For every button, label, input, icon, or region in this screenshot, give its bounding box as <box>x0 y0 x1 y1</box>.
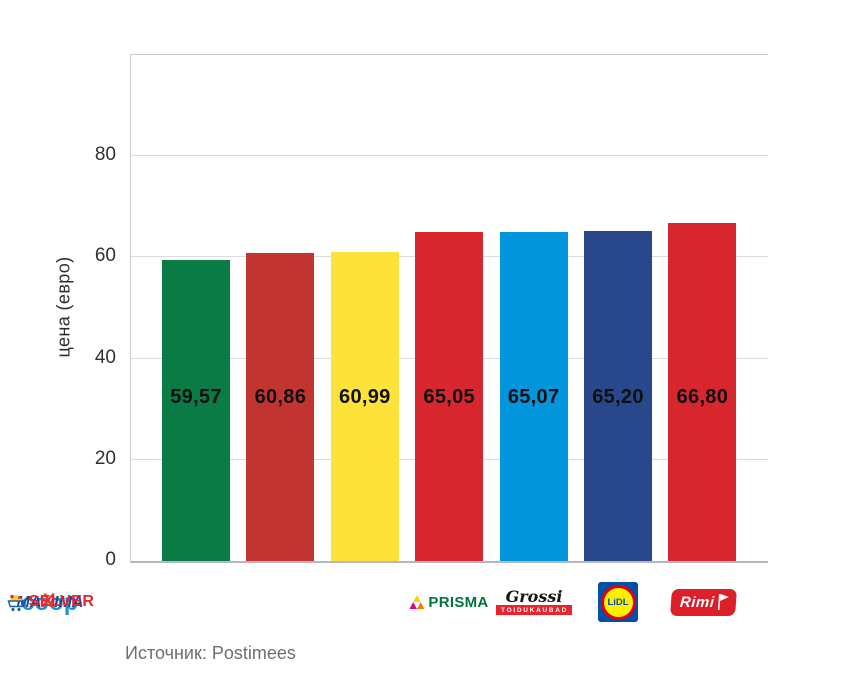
bar-value-label: 60,99 <box>339 386 391 408</box>
prisma-triangle-icon <box>409 595 425 609</box>
lidl-wordmark: LiDL <box>607 596 629 608</box>
rimi-logo: Rimi <box>669 588 737 616</box>
bar-value-label: 65,20 <box>592 386 644 408</box>
selver-cart-icon <box>7 594 25 612</box>
x-label-prisma: PRISMA <box>399 580 499 624</box>
maxima-wordmark-right: IMA <box>54 594 84 611</box>
bar-value-label: 60,86 <box>254 386 307 408</box>
selver-wordmark: SELVER <box>28 593 95 610</box>
y-tick-label: 80 <box>94 144 116 166</box>
bar-maxima: 65,20 <box>584 231 652 561</box>
maxima-wordmark-left: MA <box>16 594 42 611</box>
bar-selver: 66,80 <box>668 223 737 561</box>
x-label-grossi: Grossi TOIDUKAUBAD <box>484 580 584 624</box>
rimi-wordmark: Rimi <box>679 593 715 610</box>
bar-value-label: 59,57 <box>170 386 222 408</box>
bar-prisma: 59,57 <box>162 259 230 561</box>
rimi-flag-icon <box>717 593 729 610</box>
selver-logo: SELVER <box>6 592 95 612</box>
y-axis-ticks: 0 20 40 60 80 <box>0 54 122 570</box>
x-label-coop: coop <box>0 580 100 624</box>
prisma-logo: PRISMA <box>409 594 488 611</box>
coop-logo: coop <box>21 588 79 615</box>
lidl-logo: LiDL <box>598 582 638 622</box>
lidl-circle-icon: LiDL <box>600 584 636 620</box>
grossi-wordmark: Grossi <box>505 587 563 606</box>
plot-area: 59,57 60,86 60,99 65,05 65,07 65,20 66,80 <box>130 54 768 563</box>
gridline <box>131 155 768 157</box>
bar-value-label: 66,80 <box>676 386 729 408</box>
source-caption: Источник: Postimees <box>125 643 296 663</box>
prisma-wordmark: PRISMA <box>428 593 489 611</box>
bar-value-label: 65,05 <box>423 386 475 408</box>
y-tick-label: 60 <box>94 245 116 267</box>
grossi-logo: Grossi TOIDUKAUBAD <box>496 589 572 615</box>
bar-coop: 65,07 <box>499 231 568 561</box>
maxima-logo: MAXIMA <box>17 591 84 613</box>
bar-lidl: 60,99 <box>330 252 399 561</box>
x-label-lidl: LiDL <box>568 580 668 624</box>
bar-rimi: 65,05 <box>415 231 484 561</box>
y-tick-label: 0 <box>105 549 116 570</box>
y-tick-label: 20 <box>94 447 116 469</box>
x-label-selver: SELVER <box>0 580 100 624</box>
maxima-x-icon: X <box>41 591 55 612</box>
x-label-rimi: Rimi <box>653 580 753 624</box>
y-tick-label: 40 <box>94 346 116 368</box>
bar-grossi-toidukaubad: 60,86 <box>246 253 315 561</box>
grossi-subtitle: TOIDUKAUBAD <box>496 605 572 615</box>
x-label-maxima: MAXIMA <box>0 580 100 624</box>
bar-value-label: 65,07 <box>507 386 560 408</box>
